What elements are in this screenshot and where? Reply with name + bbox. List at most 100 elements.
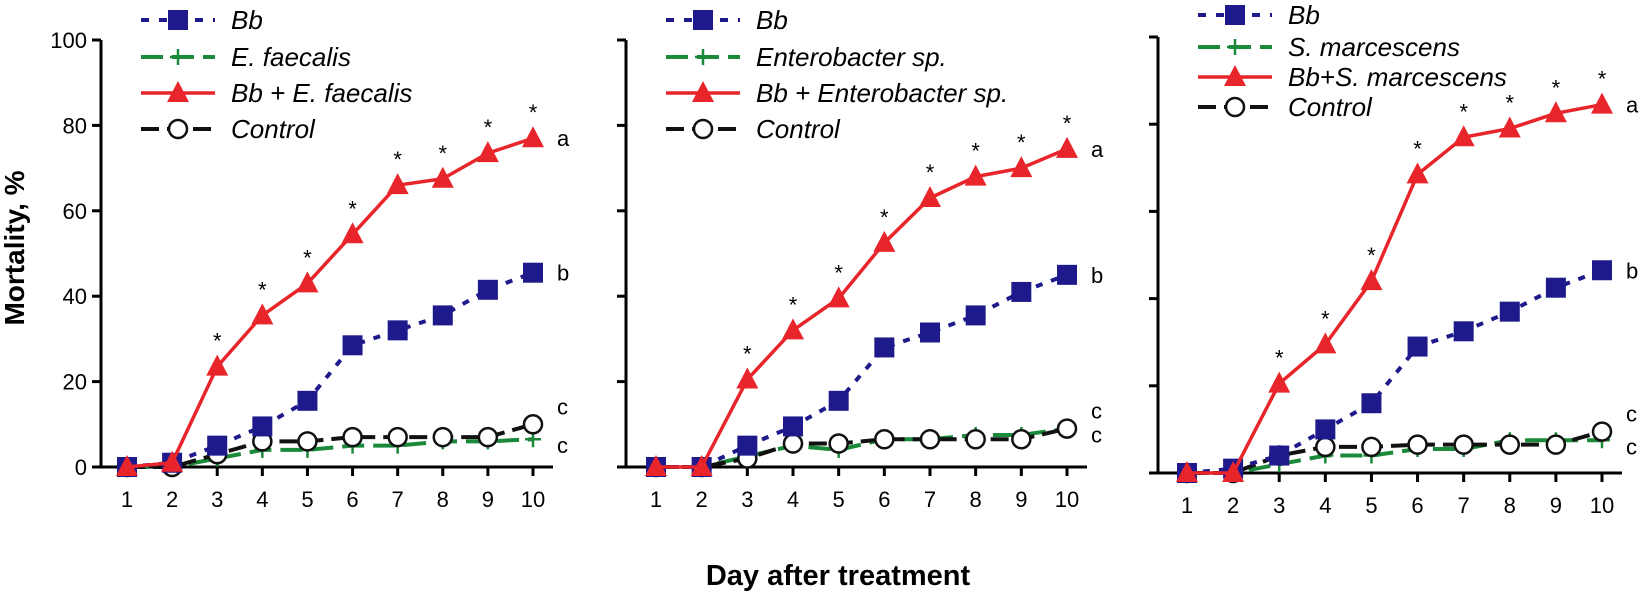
series-bb xyxy=(1177,260,1612,483)
x-tick-label: 6 xyxy=(346,487,358,512)
legend-marker-combo xyxy=(1224,65,1246,86)
x-tick-label: 8 xyxy=(437,487,449,512)
series-combo xyxy=(116,126,544,476)
data-point-bb xyxy=(1315,419,1336,440)
significance-star: * xyxy=(880,205,889,230)
series-bb xyxy=(117,262,543,477)
significance-star: * xyxy=(303,245,312,270)
significance-letter: b xyxy=(1091,263,1103,288)
data-point-bb xyxy=(1057,264,1077,285)
significance-star: * xyxy=(213,329,222,354)
data-point-combo xyxy=(116,455,138,476)
data-point-bb xyxy=(737,435,758,456)
significance-star: * xyxy=(1459,99,1468,124)
x-tick-label: 10 xyxy=(1590,493,1614,518)
significance-letter: b xyxy=(557,261,569,286)
legend-item-control: Control xyxy=(141,114,316,144)
significance-star: * xyxy=(438,141,447,166)
x-tick-label: 8 xyxy=(970,487,982,512)
data-point-control xyxy=(828,433,849,454)
data-point-control xyxy=(919,428,941,450)
data-point-combo xyxy=(386,173,409,195)
legend-marker-bb xyxy=(1225,5,1245,25)
y-tick-label: 100 xyxy=(50,28,87,53)
data-point-bb xyxy=(828,390,849,411)
significance-letter: c xyxy=(1626,402,1637,427)
significance-letter: a xyxy=(1626,93,1639,118)
data-point-combo xyxy=(1010,156,1033,178)
data-point-control xyxy=(387,426,408,448)
significance-star: * xyxy=(348,196,357,221)
legend-label-bb: Bb xyxy=(1288,0,1320,30)
legend-marker-combo xyxy=(692,81,714,102)
data-point-control xyxy=(432,426,454,448)
legend-item-bacteria: S. marcescens xyxy=(1198,32,1460,62)
data-point-combo xyxy=(1452,125,1475,147)
data-point-combo xyxy=(296,271,319,293)
legend-label-combo: Bb + Enterobacter sp. xyxy=(756,78,1008,108)
y-tick-label: 0 xyxy=(75,455,87,480)
x-tick-label: 10 xyxy=(521,487,545,512)
x-tick-label: 2 xyxy=(696,487,708,512)
y-tick-label: 40 xyxy=(63,284,87,309)
legend-marker-bacteria xyxy=(695,49,711,65)
x-tick-label: 5 xyxy=(1365,493,1377,518)
data-point-combo xyxy=(736,367,759,389)
series-line-combo xyxy=(656,147,1068,469)
series-line-combo xyxy=(1187,102,1603,475)
significance-letter: c xyxy=(1091,423,1102,448)
data-point-control xyxy=(1056,418,1078,439)
legend-label-bacteria: Enterobacter sp. xyxy=(756,42,947,72)
data-point-bb xyxy=(477,279,498,300)
legend-label-bb: Bb xyxy=(756,5,788,35)
y-tick-label: 80 xyxy=(63,113,87,138)
x-tick-label: 7 xyxy=(924,487,936,512)
data-point-combo xyxy=(919,185,941,207)
significance-letter: c xyxy=(1626,434,1637,459)
data-point-control xyxy=(782,433,804,454)
legend-label-combo: Bb+S. marcescens xyxy=(1288,62,1507,92)
x-tick-label: 1 xyxy=(650,487,662,512)
legend-label-control: Control xyxy=(756,114,841,144)
legend-marker-bacteria xyxy=(1227,39,1243,55)
data-point-bb xyxy=(297,390,318,411)
legend-label-control: Control xyxy=(231,114,316,144)
series-line-combo xyxy=(126,136,534,469)
data-point-combo xyxy=(1406,162,1429,184)
x-tick-label: 9 xyxy=(1015,487,1027,512)
data-point-combo xyxy=(251,303,274,325)
data-point-bb xyxy=(783,416,803,437)
data-point-bb xyxy=(1407,336,1428,357)
x-tick-label: 1 xyxy=(121,487,133,512)
significance-letter: c xyxy=(1091,399,1102,424)
legend-item-bb: Bb xyxy=(141,5,263,35)
significance-star: * xyxy=(1413,136,1422,161)
data-point-combo xyxy=(873,230,896,252)
data-point-bb xyxy=(874,337,895,358)
data-point-combo xyxy=(431,166,454,188)
significance-star: * xyxy=(1017,130,1026,155)
x-tick-label: 8 xyxy=(1504,493,1516,518)
data-point-combo xyxy=(1176,461,1198,482)
legend-marker-combo xyxy=(167,81,189,102)
legend-label-combo: Bb + E. faecalis xyxy=(231,78,412,108)
x-tick-label: 9 xyxy=(482,487,494,512)
legend-label-bacteria: S. marcescens xyxy=(1288,32,1460,62)
legend-item-combo: Bb+S. marcescens xyxy=(1198,62,1507,92)
significance-star: * xyxy=(529,100,538,125)
data-point-combo xyxy=(1498,116,1521,138)
significance-star: * xyxy=(1367,243,1376,268)
legend-marker-control xyxy=(1224,96,1246,118)
data-point-combo xyxy=(476,141,499,163)
data-point-combo xyxy=(1222,461,1245,482)
significance-star: * xyxy=(1552,75,1561,100)
data-point-bb xyxy=(1269,445,1290,466)
data-point-combo xyxy=(645,455,667,476)
legend-marker-bacteria xyxy=(170,49,186,65)
significance-star: * xyxy=(393,147,402,172)
data-point-control xyxy=(874,428,895,450)
data-point-control xyxy=(477,426,499,448)
data-point-bb xyxy=(207,435,228,456)
significance-star: * xyxy=(1505,91,1514,116)
